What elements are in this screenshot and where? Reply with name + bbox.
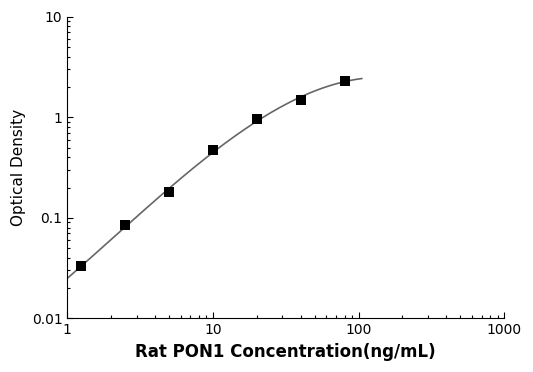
X-axis label: Rat PON1 Concentration(ng/mL): Rat PON1 Concentration(ng/mL) [135, 343, 436, 361]
Point [77, 263, 86, 269]
Point [296, 97, 305, 103]
Point [253, 116, 261, 122]
Point [165, 189, 173, 195]
Y-axis label: Optical Density: Optical Density [11, 109, 26, 226]
Point [121, 222, 130, 228]
Point [209, 147, 217, 153]
Point [340, 78, 349, 84]
